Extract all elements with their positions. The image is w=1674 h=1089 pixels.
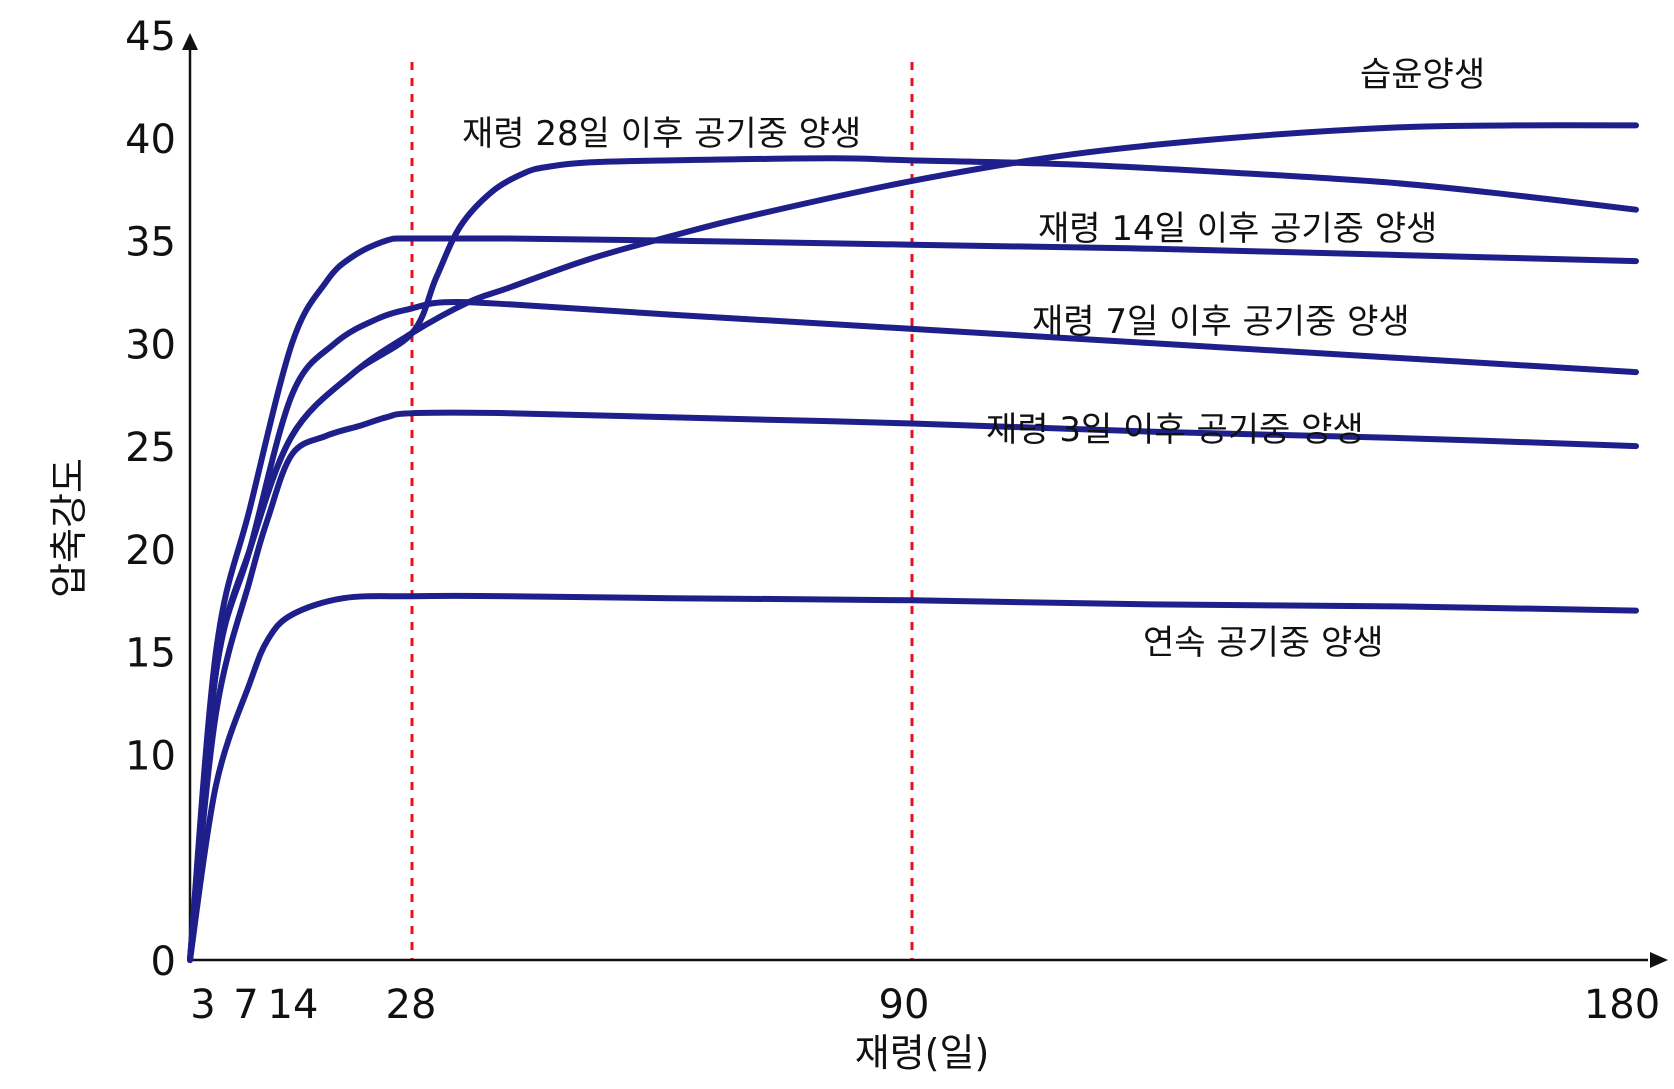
axes: [182, 33, 1668, 968]
reference-lines: [410, 62, 914, 960]
tick-labels: 0 10 15 20 25 30 35 40 45 3 7 14 28 90 180: [125, 14, 1660, 1028]
y-axis-title: 압축강도: [47, 458, 91, 598]
y-tick-label-30: 30: [125, 322, 176, 368]
y-tick-label-10: 10: [125, 733, 176, 779]
x-tick-label-3: 3: [190, 982, 215, 1028]
x-tick-label-90: 90: [879, 982, 930, 1028]
y-tick-label-20: 20: [125, 528, 176, 574]
series-line-5: [187, 592, 1639, 963]
series-label-2: 재령 14일 이후 공기중 양생: [1038, 209, 1437, 249]
x-tick-label-14: 14: [268, 982, 319, 1028]
series-label-4: 재령 3일 이후 공기중 양생: [986, 410, 1364, 450]
series-label-5: 연속 공기중 양생: [1143, 623, 1384, 663]
series-line-4: [187, 409, 1639, 963]
y-tick-label-45: 45: [125, 14, 176, 60]
x-axis-arrow: [1650, 952, 1668, 968]
y-axis-arrow: [182, 33, 198, 50]
series-line-1: [187, 155, 1639, 963]
series-label-3: 재령 7일 이후 공기중 양생: [1032, 302, 1410, 342]
series-line-3: [187, 298, 1639, 963]
series-label-1: 재령 28일 이후 공기중 양생: [462, 114, 861, 154]
y-tick-label-15: 15: [125, 631, 176, 677]
x-tick-label-28: 28: [386, 982, 437, 1028]
x-tick-label-180: 180: [1584, 982, 1660, 1028]
series-label-0: 습윤양생: [1360, 55, 1485, 95]
x-axis-title: 재령(일): [855, 1031, 990, 1075]
y-tick-label-25: 25: [125, 425, 176, 471]
series-line-2: [187, 235, 1639, 963]
y-tick-label-35: 35: [125, 220, 176, 266]
y-tick-label-0: 0: [151, 939, 176, 985]
series-lines: [187, 122, 1639, 963]
x-tick-label-7: 7: [233, 982, 258, 1028]
y-tick-label-40: 40: [125, 117, 176, 163]
